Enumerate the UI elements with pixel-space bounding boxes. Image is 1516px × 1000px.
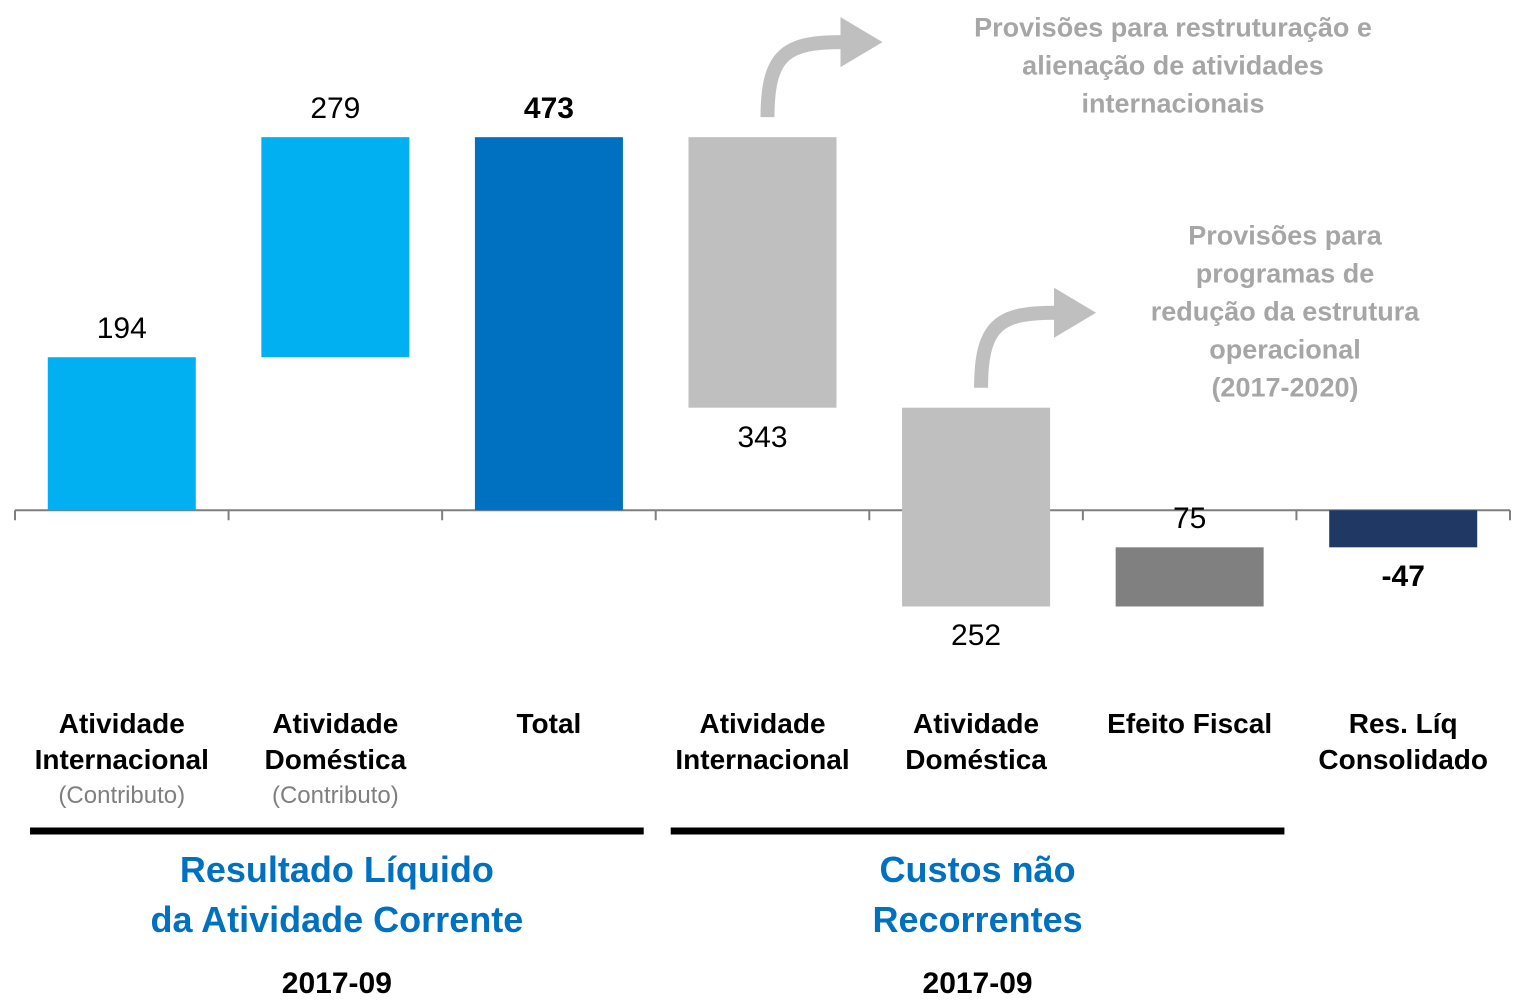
bar [474, 137, 623, 511]
annotation-arrowhead [1054, 287, 1097, 338]
annotation: (2017-2020) [1211, 372, 1359, 403]
category-label: Atividade [58, 708, 185, 739]
category-note: (Contributo) [58, 782, 186, 809]
value-label: 252 [951, 619, 1002, 653]
annotation: programas de [1195, 258, 1375, 289]
annotation-arrowhead [840, 17, 883, 68]
group-label: da Atividade Corrente [150, 899, 524, 940]
value-label: 473 [523, 92, 574, 126]
category-label: Efeito Fiscal [1107, 708, 1273, 739]
annotation-arrow [760, 35, 843, 118]
bar [261, 137, 410, 358]
bar [902, 407, 1051, 607]
category-label: Consolidado [1318, 744, 1488, 775]
category-label: Doméstica [264, 744, 407, 775]
category-note: (Contributo) [271, 782, 399, 809]
group-label: Resultado Líquido [179, 849, 494, 890]
bar [688, 137, 837, 408]
group-period: 2017-09 [281, 967, 392, 1000]
bar [47, 357, 196, 511]
category-label: Atividade [699, 708, 826, 739]
annotation: redução da estrutura [1150, 296, 1420, 327]
annotation: Provisões para restruturação e [974, 12, 1372, 43]
group-label: Recorrentes [872, 899, 1083, 940]
value-label: -47 [1381, 560, 1425, 594]
value-label: 279 [310, 92, 361, 126]
bar [1115, 547, 1264, 607]
category-label: Atividade [272, 708, 399, 739]
annotation-arrow [974, 305, 1057, 388]
category-label: Doméstica [905, 744, 1047, 775]
annotation: alienação de atividades [1022, 50, 1324, 81]
annotation: internacionais [1081, 88, 1265, 119]
value-label: 75 [1172, 502, 1207, 536]
value-label: 194 [96, 312, 147, 346]
category-label: Total [516, 708, 582, 739]
bar [1329, 510, 1478, 548]
group-period: 2017-09 [922, 967, 1033, 1000]
category-label: Res. Líq [1348, 708, 1458, 739]
category-label: Internacional [675, 744, 850, 775]
group-label: Custos não [879, 849, 1076, 890]
annotation: operacional [1209, 334, 1361, 365]
value-label: 343 [737, 420, 788, 454]
annotation: Provisões para [1188, 220, 1382, 251]
category-label: Internacional [34, 744, 209, 775]
category-label: Atividade [913, 708, 1040, 739]
